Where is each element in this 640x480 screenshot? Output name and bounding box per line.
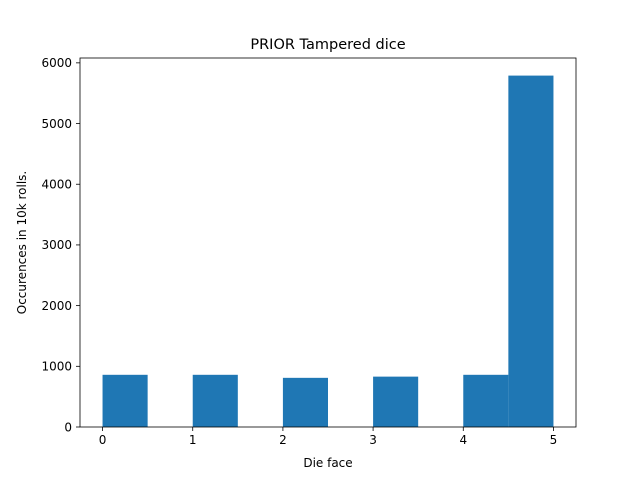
histogram-bar-3 — [373, 376, 419, 427]
x-tick-label-1: 1 — [189, 433, 197, 447]
y-axis-ticks: 0 1000 2000 3000 4000 5000 6000 — [41, 56, 80, 434]
chart-title: PRIOR Tampered dice — [250, 37, 405, 53]
histogram-bar-5 — [508, 75, 554, 427]
histogram-bar-4 — [463, 374, 509, 427]
y-tick-label-2: 2000 — [41, 299, 72, 313]
y-tick-label-6: 6000 — [41, 56, 72, 70]
x-axis-ticks: 0 1 2 3 4 5 — [99, 427, 558, 447]
y-tick-label-3: 3000 — [41, 238, 72, 252]
x-tick-label-5: 5 — [550, 433, 558, 447]
x-tick-label-3: 3 — [369, 433, 377, 447]
histogram-bar-0 — [102, 374, 148, 427]
y-tick-label-0: 0 — [64, 420, 72, 434]
x-tick-label-2: 2 — [279, 433, 287, 447]
x-tick-label-4: 4 — [459, 433, 467, 447]
x-axis-label: Die face — [303, 456, 352, 470]
x-tick-label-0: 0 — [99, 433, 107, 447]
y-axis-label: Occurences in 10k rolls. — [15, 171, 29, 314]
bars-group — [102, 75, 554, 427]
y-tick-label-4: 4000 — [41, 178, 72, 192]
y-tick-label-5: 5000 — [41, 117, 72, 131]
histogram-bar-1 — [192, 374, 238, 427]
y-tick-label-1: 1000 — [41, 360, 72, 374]
histogram-bar-2 — [282, 377, 328, 427]
plot-frame — [79, 57, 577, 428]
